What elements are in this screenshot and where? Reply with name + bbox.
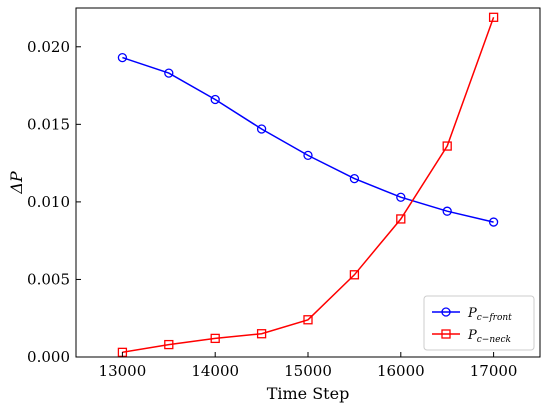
data-point	[488, 217, 499, 227]
data-point	[303, 150, 313, 161]
data-point	[396, 214, 406, 224]
legend-label: Pc−neck	[467, 328, 511, 345]
series-c−neck	[117, 12, 499, 357]
x-tick-label: 16000	[377, 362, 425, 380]
series-line	[122, 56, 494, 223]
legend-label: Pc−front	[467, 306, 512, 323]
ticks-layer: 13000 14000 15000 16000 17000 0.000 0.005 0.010…	[27, 38, 517, 380]
legend-entry: Pc−front	[432, 306, 512, 323]
y-tick-label: 0.020	[27, 38, 70, 56]
x-axis-title: Time Step	[267, 384, 350, 403]
data-point	[210, 94, 220, 105]
data-point	[117, 52, 128, 63]
data-point	[442, 206, 452, 216]
data-point	[256, 329, 267, 339]
legend-marker	[441, 307, 451, 317]
y-tick-label: 0.015	[27, 115, 70, 133]
y-tick-label: 0.000	[27, 348, 70, 366]
y-tick-label: 0.010	[27, 193, 70, 211]
data-point	[488, 12, 499, 22]
x-tick-label: 13000	[99, 362, 147, 380]
data-point	[442, 141, 452, 151]
data-point	[164, 68, 174, 78]
legend-marker	[441, 329, 451, 339]
x-tick-label: 14000	[191, 362, 239, 380]
series-layer	[117, 12, 499, 357]
x-tick-label: 17000	[470, 362, 518, 380]
legend: Pc−front Pc−neck	[423, 295, 535, 351]
data-point	[349, 270, 360, 280]
x-tick-label: 15000	[284, 362, 332, 380]
y-tick-label: 0.005	[27, 270, 70, 288]
legend-entry: Pc−neck	[432, 328, 511, 345]
data-point	[349, 173, 360, 184]
legend-box	[423, 295, 535, 351]
data-point	[303, 315, 313, 325]
series-line	[122, 17, 495, 354]
series-c−front	[117, 52, 499, 227]
data-point	[256, 124, 267, 134]
data-point	[210, 333, 220, 344]
data-point	[396, 192, 406, 202]
y-axis-title: ΔP	[7, 171, 26, 195]
data-point	[164, 339, 174, 350]
